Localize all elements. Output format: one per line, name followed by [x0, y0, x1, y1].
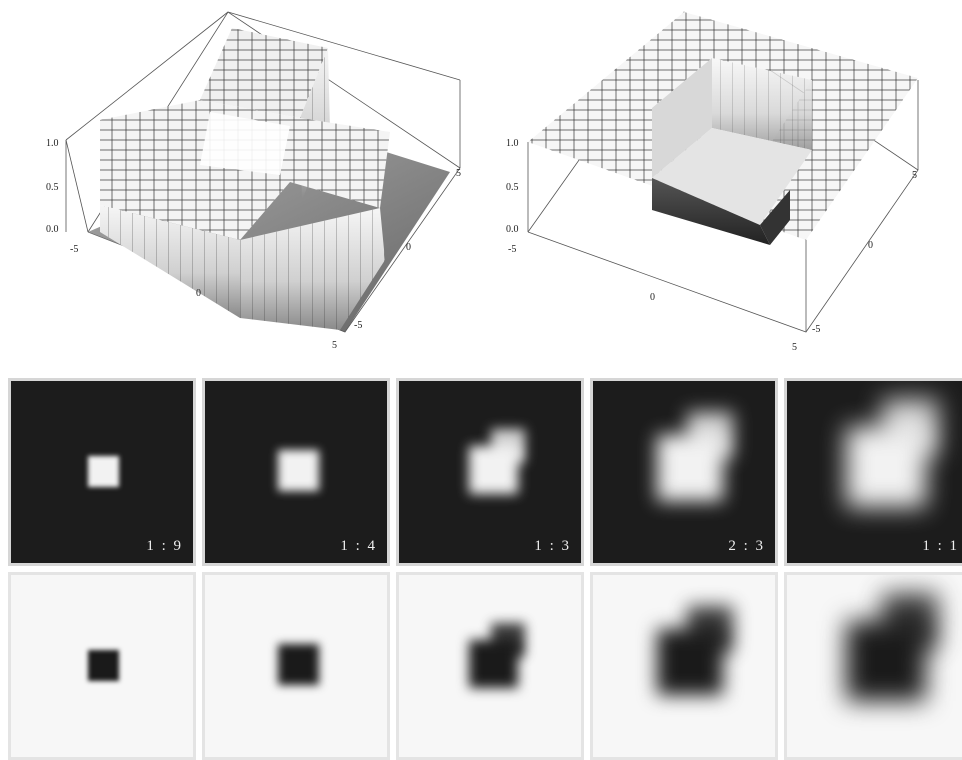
left-z-tick: 1.0 — [46, 138, 59, 149]
right-z-tick: 0.0 — [506, 224, 519, 235]
right-pit-floor — [652, 128, 812, 225]
right-pit-bottom — [652, 178, 770, 245]
right-x-tick: -5 — [508, 244, 516, 255]
left-z-tick: 0.0 — [46, 224, 59, 235]
right-x-tick: 0 — [650, 292, 655, 303]
blur-blob — [657, 435, 723, 502]
dark-tile: 1 : 9 — [8, 378, 196, 566]
right-y-tick: 5 — [912, 170, 917, 181]
blur-blob — [846, 427, 926, 508]
blur-blob — [657, 629, 723, 696]
ratio-label: 1 : 9 — [146, 538, 183, 554]
right-z-tick: 1.0 — [506, 138, 519, 149]
right-x-tick: 5 — [792, 342, 797, 353]
blur-blob — [87, 455, 119, 487]
blur-blob — [469, 639, 518, 689]
left-surface-plot: 1.0 0.5 0.0 -5 0 5 5 0 -5 — [46, 11, 461, 351]
right-y-tick: -5 — [812, 324, 820, 335]
right-surface-plot: 1.0 0.5 0.0 -5 0 5 5 0 -5 — [506, 11, 919, 353]
blur-blob — [277, 643, 320, 686]
left-y-tick: -5 — [354, 320, 362, 331]
dark-tile: 1 : 3 — [396, 378, 584, 566]
blur-blob — [277, 449, 320, 492]
blur-blob — [87, 649, 119, 681]
ratio-label: 2 : 3 — [728, 538, 765, 554]
dark-tile: 2 : 3 — [590, 378, 778, 566]
dark-tile: 1 : 4 — [202, 378, 390, 566]
left-x-tick: -5 — [70, 244, 78, 255]
light-tile — [590, 572, 778, 760]
ratio-label: 1 : 3 — [534, 538, 571, 554]
light-tile — [396, 572, 584, 760]
light-tile — [784, 572, 962, 760]
blur-blob — [469, 445, 518, 495]
left-z-tick: 0.5 — [46, 182, 59, 193]
light-tile — [202, 572, 390, 760]
left-y-tick: 0 — [406, 242, 411, 253]
right-y-tick: 0 — [868, 240, 873, 251]
blur-panels: 1 : 9 1 : 4 1 : 3 2 : 3 1 : 1 — [8, 378, 962, 760]
left-x-tick: 5 — [332, 340, 337, 351]
dark-tile: 1 : 1 — [784, 378, 962, 566]
surface-plots: 1.0 0.5 0.0 -5 0 5 5 0 -5 1.0 0.5 0.0 - — [46, 11, 919, 353]
blur-blob — [846, 621, 926, 702]
left-y-tick: 5 — [456, 168, 461, 179]
right-pit-left-wall — [652, 58, 712, 178]
ratio-label: 1 : 1 — [922, 538, 959, 554]
ratio-label: 1 : 4 — [340, 538, 377, 554]
left-x-tick: 0 — [196, 288, 201, 299]
light-tile — [8, 572, 196, 760]
right-z-tick: 0.5 — [506, 182, 519, 193]
